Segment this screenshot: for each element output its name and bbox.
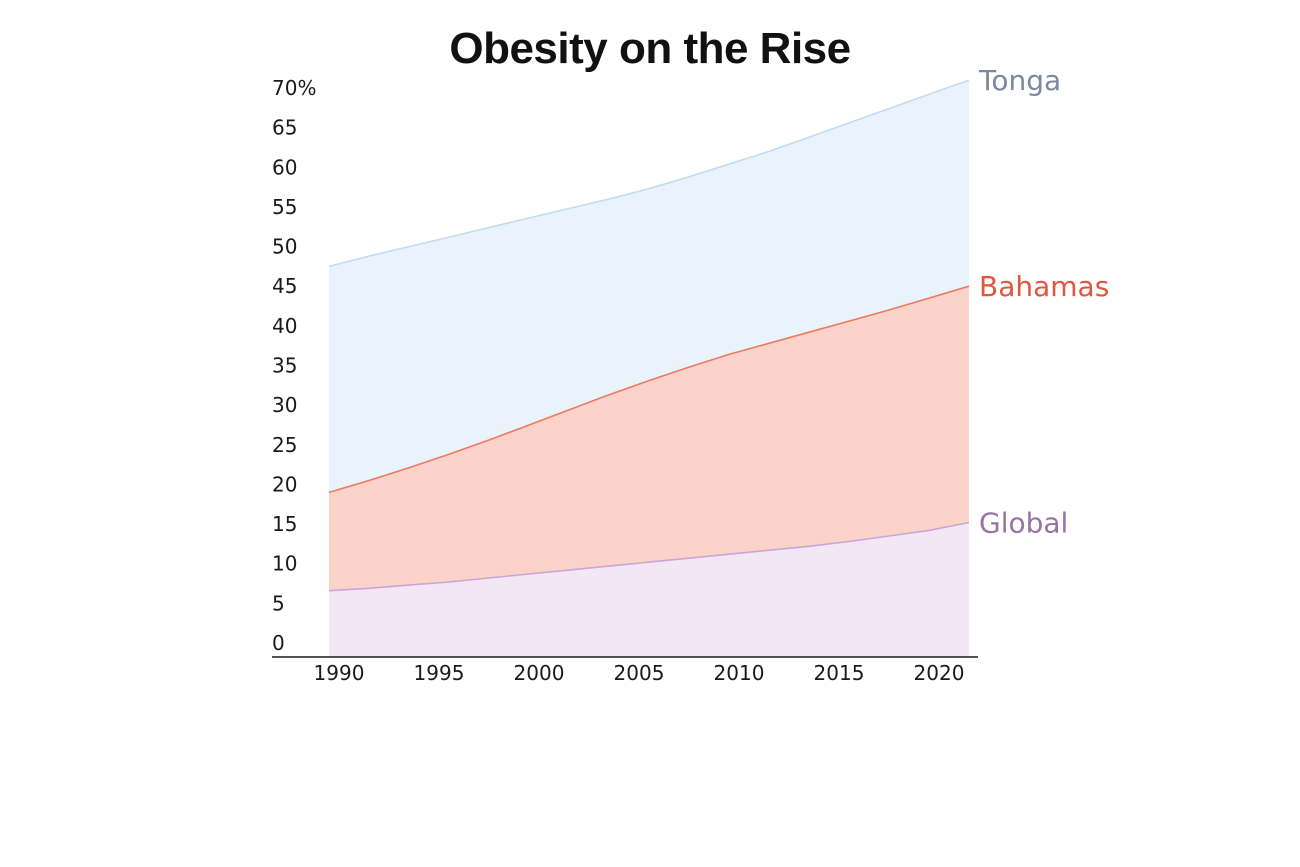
x-tick-label: 1990 xyxy=(314,661,365,685)
y-tick-label: 0 xyxy=(272,631,285,655)
y-tick-label: 30 xyxy=(272,393,297,417)
chart-title: Obesity on the Rise xyxy=(449,24,851,73)
x-tick-label: 2020 xyxy=(914,661,965,685)
x-tick-label: 1995 xyxy=(414,661,465,685)
y-tick-label: 65 xyxy=(272,116,297,140)
y-tick-label: 15 xyxy=(272,512,297,536)
series-area-global xyxy=(329,522,969,657)
y-axis-ticks: 0 5 10 15 20 25 30 35 40 45 50 55 60 65 70% xyxy=(272,76,316,655)
x-tick-label: 2015 xyxy=(814,661,865,685)
x-tick-label: 2010 xyxy=(714,661,765,685)
x-axis-ticks: 1990 1995 2000 2005 2010 2015 2020 xyxy=(314,661,965,685)
y-tick-label: 10 xyxy=(272,552,297,576)
series-line-global xyxy=(328,521,970,592)
series-lines xyxy=(328,79,970,592)
series-areas xyxy=(329,80,969,658)
series-label-global: Global xyxy=(979,506,1068,539)
y-tick-label: 40 xyxy=(272,314,297,338)
y-tick-label: 35 xyxy=(272,354,297,378)
series-line-bahamas xyxy=(328,285,970,494)
y-tick-label: 55 xyxy=(272,195,297,219)
series-line-tonga xyxy=(328,79,970,268)
x-tick-label: 2000 xyxy=(514,661,565,685)
y-tick-label: 60 xyxy=(272,155,297,179)
y-tick-label: 25 xyxy=(272,433,297,457)
y-tick-label: 5 xyxy=(272,591,285,615)
x-tick-label: 2005 xyxy=(614,661,665,685)
series-label-bahamas: Bahamas xyxy=(979,270,1109,303)
y-tick-label: 70% xyxy=(272,76,316,100)
y-tick-label: 20 xyxy=(272,472,297,496)
series-labels: Tonga Bahamas Global xyxy=(978,64,1109,539)
y-tick-label: 50 xyxy=(272,235,297,259)
series-label-tonga: Tonga xyxy=(978,64,1061,97)
y-tick-label: 45 xyxy=(272,274,297,298)
